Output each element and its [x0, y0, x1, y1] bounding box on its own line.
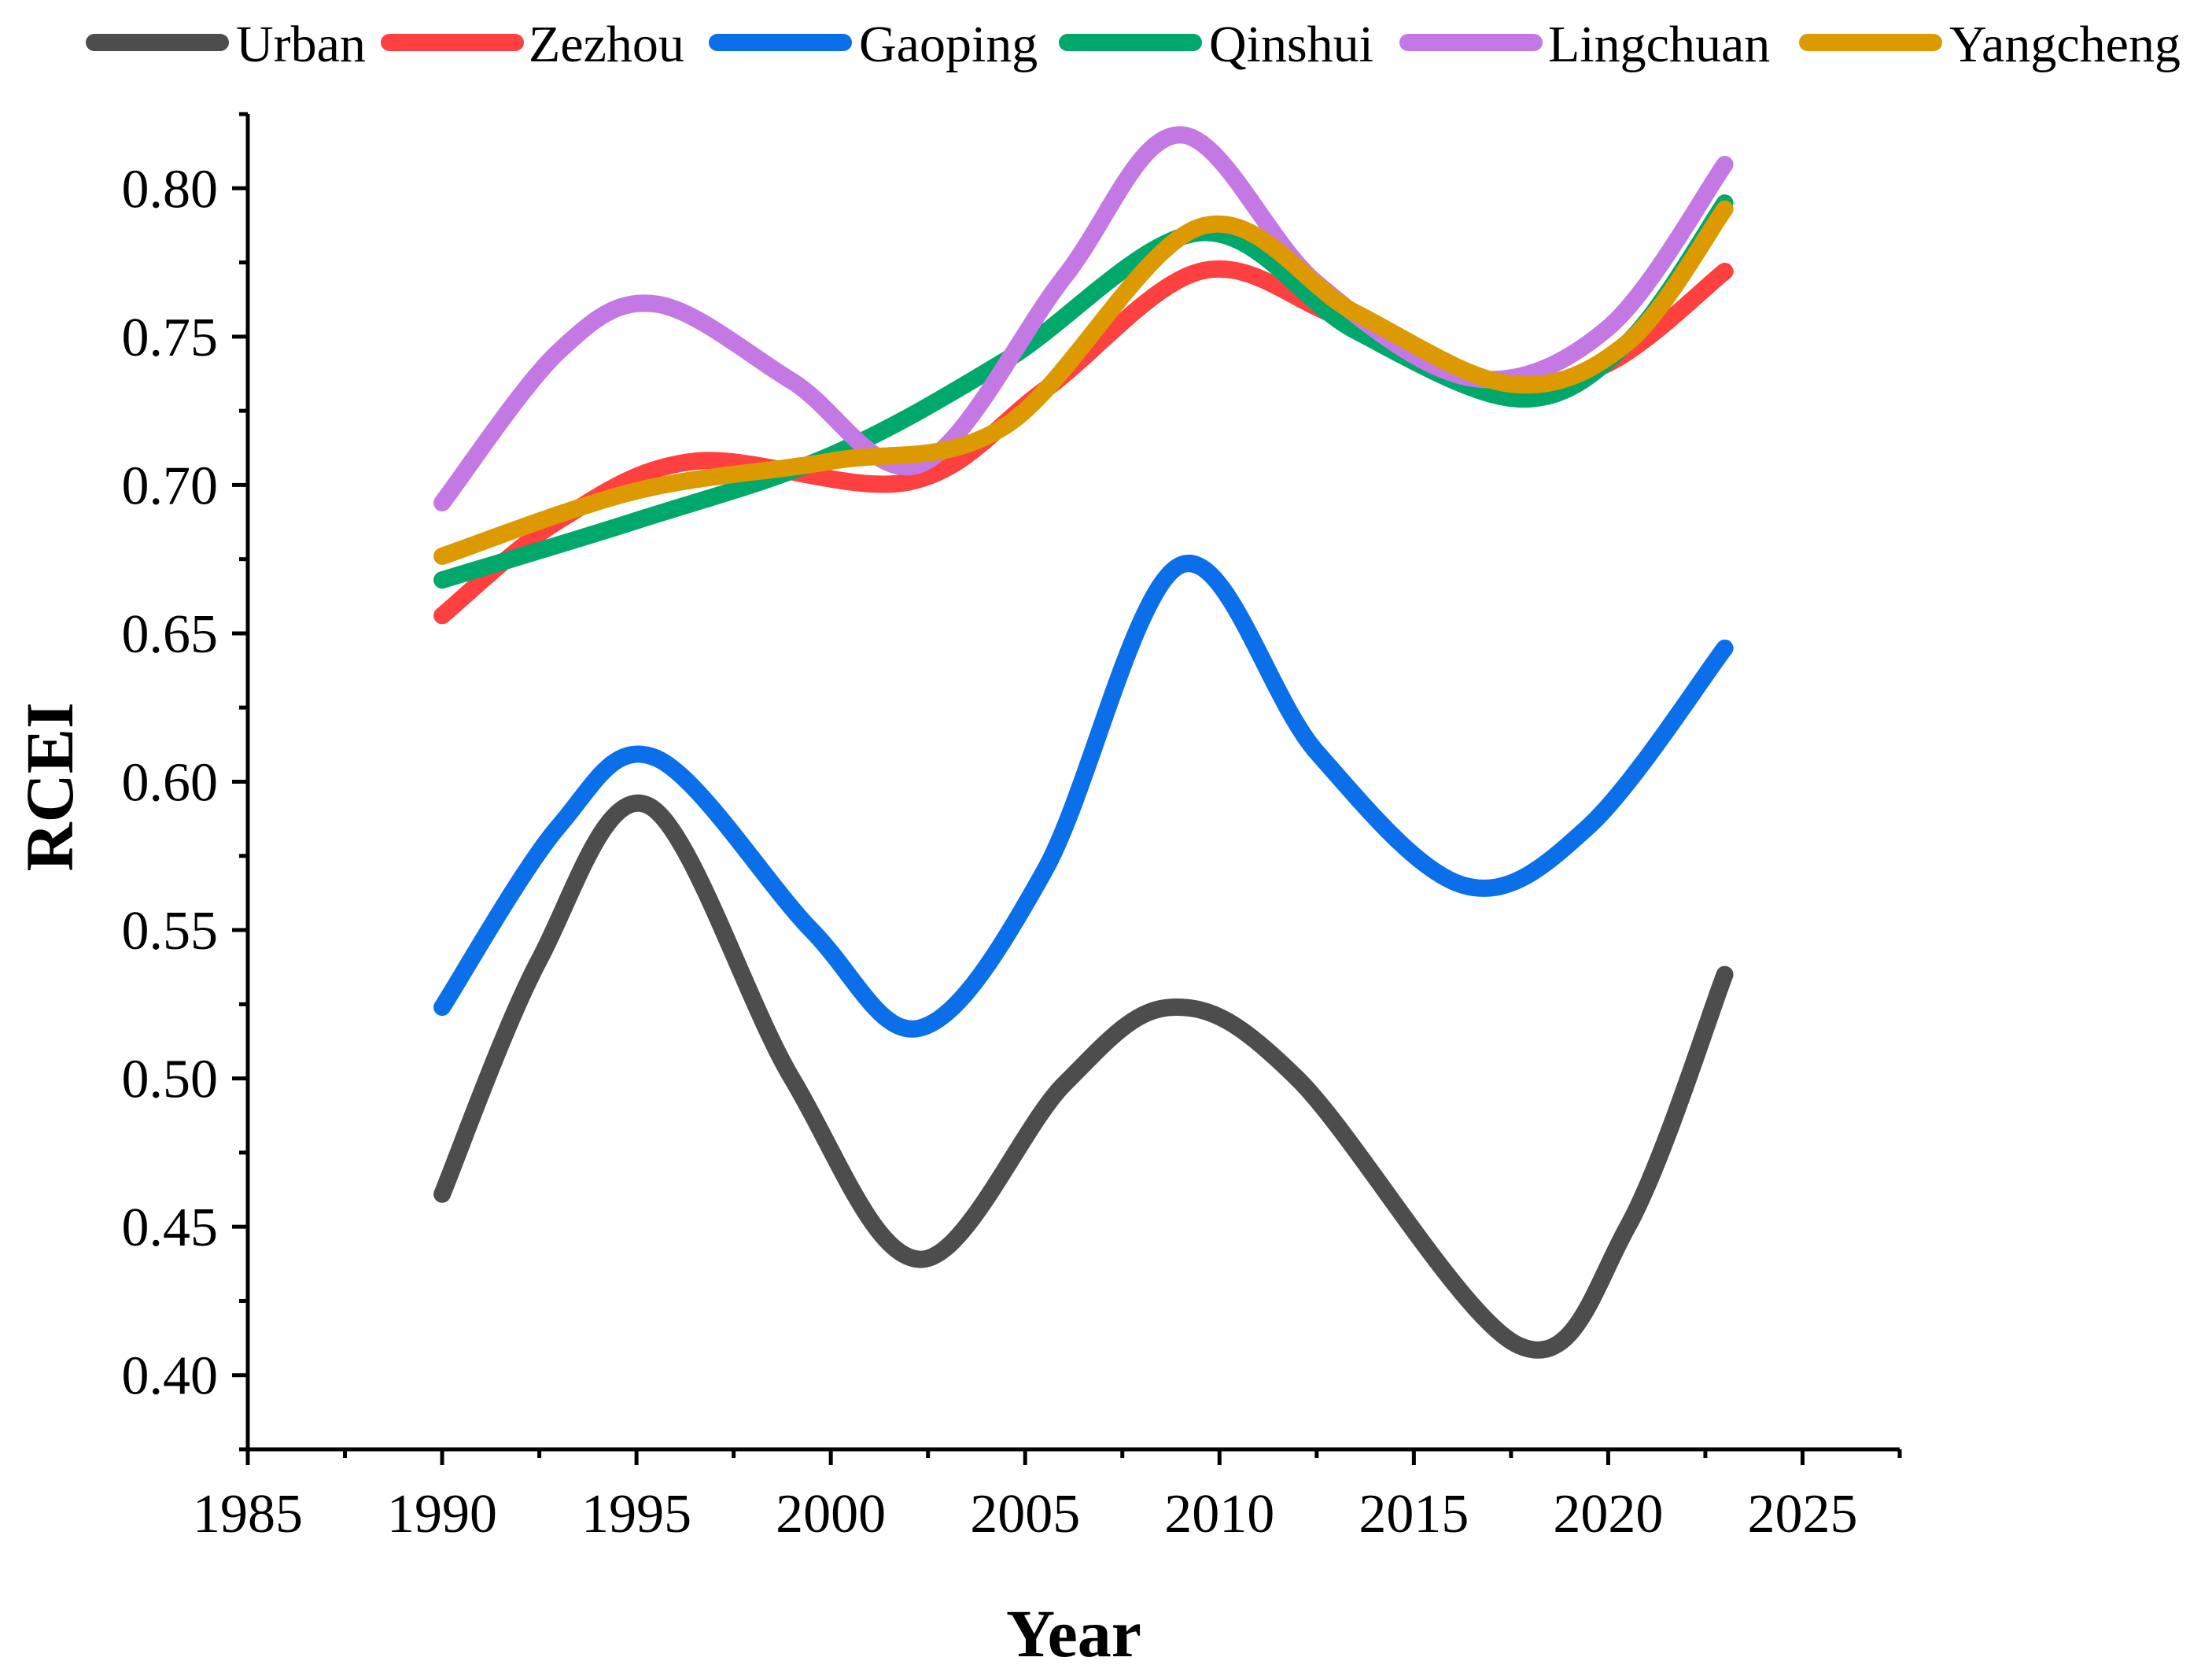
x-tick-label: 2015 [1359, 1484, 1469, 1545]
y-tick-label: 0.80 [122, 159, 219, 220]
series-line-gaoping [433, 555, 1734, 1038]
x-tick-label: 1990 [387, 1484, 497, 1545]
y-tick-label: 0.60 [122, 753, 219, 814]
y-tick-label: 0.70 [122, 456, 219, 516]
series-line-urban [433, 794, 1734, 1359]
legend-label-qinshui: Qinshui [1209, 16, 1373, 73]
x-tick-label: 2005 [970, 1484, 1080, 1545]
y-tick-label: 0.55 [122, 901, 219, 961]
y-axis-ticks: 0.40 0.45 0.50 0.55 0.60 0.65 0.70 0.75 0.80 [122, 112, 248, 1452]
legend-label-urban: Urban [236, 16, 366, 73]
x-tick-label: 1995 [581, 1484, 691, 1545]
x-tick-label: 2010 [1164, 1484, 1274, 1545]
y-tick-label: 0.45 [122, 1198, 219, 1258]
x-axis-title: Year [1006, 1596, 1141, 1668]
x-tick-label: 2020 [1553, 1484, 1663, 1545]
axes: 0.40 0.45 0.50 0.55 0.60 0.65 0.70 0.75 0.80 198… [122, 112, 1902, 1545]
x-tick-label: 1985 [193, 1484, 303, 1545]
x-tick-label: 2025 [1747, 1484, 1857, 1545]
series-line-lingchuan [433, 126, 1734, 511]
legend-label-yangcheng: Yangcheng [1949, 16, 2181, 73]
y-axis-title: RCEI [12, 702, 87, 871]
legend-label-gaoping: Gaoping [859, 16, 1038, 73]
legend-label-lingchuan: Lingchuan [1548, 16, 1770, 73]
y-tick-label: 0.65 [122, 604, 219, 665]
x-tick-label: 2000 [776, 1484, 886, 1545]
y-tick-label: 0.40 [122, 1346, 219, 1407]
series-line-zezhou [433, 260, 1734, 625]
legend: Urban Zezhou Gaoping Qinshui Lingchuan Yangch… [86, 16, 2181, 73]
series-line-yangcheng [433, 200, 1734, 565]
x-axis-ticks: 1985 1990 1995 2000 2005 2010 2015 2020 2025 [193, 1449, 1902, 1545]
legend-label-zezhou: Zezhou [529, 16, 684, 73]
y-tick-label: 0.50 [122, 1050, 219, 1110]
y-tick-label: 0.75 [122, 308, 219, 368]
series-lines [433, 126, 1734, 1359]
